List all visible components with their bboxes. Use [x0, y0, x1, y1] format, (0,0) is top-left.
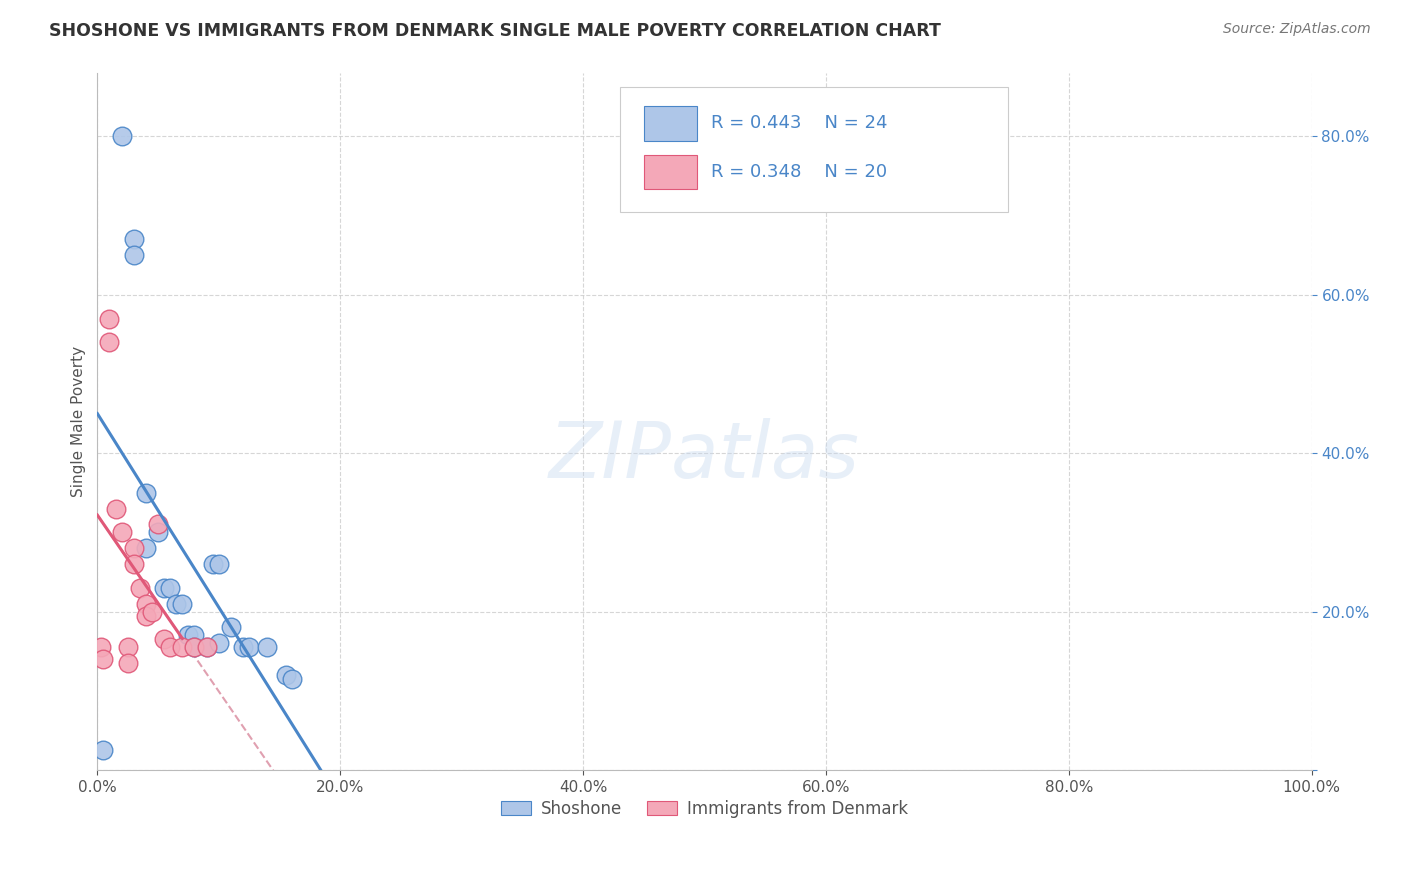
Point [238, 640, 260, 655]
Point [208, 636, 231, 650]
Point [153, 632, 176, 647]
Text: R = 0.443    N = 24: R = 0.443 N = 24 [710, 114, 887, 132]
Point [93, 652, 115, 666]
Point [183, 640, 205, 655]
Text: SHOSHONE VS IMMIGRANTS FROM DENMARK SINGLE MALE POVERTY CORRELATION CHART: SHOSHONE VS IMMIGRANTS FROM DENMARK SING… [49, 22, 941, 40]
Point [208, 557, 231, 571]
FancyBboxPatch shape [620, 87, 1008, 212]
Point [122, 232, 145, 246]
Point [98, 311, 121, 326]
Point [195, 640, 218, 655]
Point [117, 656, 139, 670]
FancyBboxPatch shape [644, 106, 697, 141]
Point [183, 640, 205, 655]
Point [122, 541, 145, 556]
Point [111, 129, 134, 144]
Legend: Shoshone, Immigrants from Denmark: Shoshone, Immigrants from Denmark [494, 793, 915, 824]
Point [98, 335, 121, 350]
Point [172, 597, 194, 611]
Point [135, 608, 157, 623]
Point [153, 581, 176, 595]
Point [122, 557, 145, 571]
Point [135, 541, 157, 556]
Point [232, 640, 254, 655]
Point [165, 597, 187, 611]
Point [141, 605, 163, 619]
Point [183, 628, 205, 642]
Point [219, 620, 242, 634]
Point [195, 640, 218, 655]
Point [274, 668, 297, 682]
Text: ZIPatlas: ZIPatlas [550, 418, 860, 494]
Text: R = 0.348    N = 20: R = 0.348 N = 20 [710, 163, 887, 181]
Point [146, 517, 169, 532]
Point [117, 640, 139, 655]
Point [177, 628, 200, 642]
Y-axis label: Single Male Poverty: Single Male Poverty [72, 346, 86, 497]
Text: Source: ZipAtlas.com: Source: ZipAtlas.com [1223, 22, 1371, 37]
Point [280, 672, 302, 686]
Point [93, 743, 115, 757]
Point [128, 581, 150, 595]
Point [135, 485, 157, 500]
Point [104, 501, 127, 516]
Point [111, 525, 134, 540]
Point [172, 640, 194, 655]
Point [201, 557, 224, 571]
Point [159, 640, 181, 655]
FancyBboxPatch shape [644, 155, 697, 189]
Point [90, 640, 112, 655]
Point [256, 640, 278, 655]
Point [159, 581, 181, 595]
Point [122, 248, 145, 262]
Point [146, 525, 169, 540]
Point [135, 597, 157, 611]
